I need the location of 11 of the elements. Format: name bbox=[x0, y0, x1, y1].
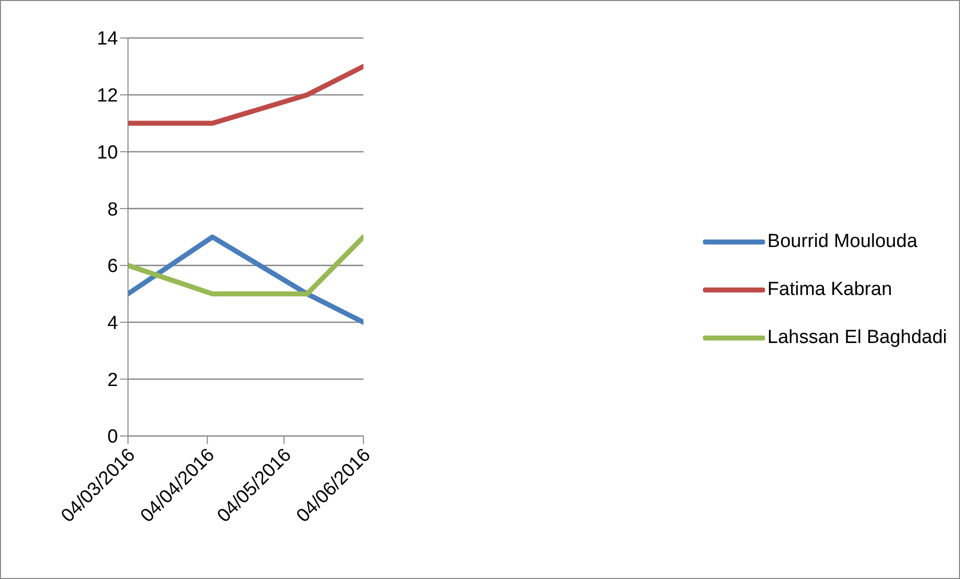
y-tick-label: 4 bbox=[107, 313, 118, 334]
y-tick-label: 0 bbox=[107, 426, 118, 448]
legend-label: Bourrid Moulouda bbox=[767, 230, 918, 252]
y-tick-label: 14 bbox=[96, 28, 118, 50]
y-tick-label: 8 bbox=[107, 199, 118, 220]
y-tick-label: 2 bbox=[107, 370, 118, 391]
y-tick-label: 6 bbox=[107, 256, 118, 278]
y-tick-label: 12 bbox=[96, 86, 118, 107]
legend-label: Lahssan El Baghdadi bbox=[767, 326, 947, 348]
y-tick-label: 10 bbox=[96, 142, 118, 164]
legend-label: Fatima Kabran bbox=[767, 278, 892, 300]
